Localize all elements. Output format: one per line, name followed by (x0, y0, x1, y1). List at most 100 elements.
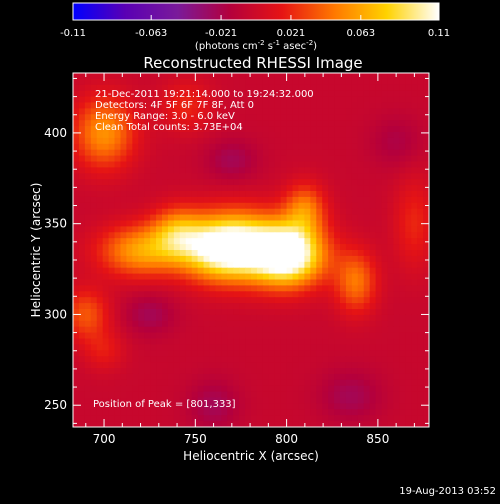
heatmap-cell (138, 179, 145, 186)
heatmap-cell (298, 332, 305, 340)
heatmap-cell (334, 344, 341, 351)
heatmap-cell (334, 96, 341, 104)
heatmap-cell (114, 132, 122, 139)
heatmap-cell (197, 96, 205, 104)
heatmap-cell (268, 161, 276, 168)
heatmap-cell (245, 73, 252, 80)
heatmap-cell (280, 391, 288, 399)
heatmap-cell (126, 291, 133, 298)
heatmap-cell (96, 356, 104, 363)
heatmap-cell (84, 167, 92, 174)
heatmap-cell (185, 78, 193, 86)
heatmap-cell (417, 255, 424, 263)
heatmap-cell (328, 132, 335, 139)
heatmap-cell (375, 379, 383, 387)
heatmap-cell (256, 297, 264, 304)
heatmap-cell (162, 161, 169, 168)
heatmap-cell (90, 167, 98, 174)
heatmap-cell (310, 421, 317, 427)
heatmap-cell (132, 320, 139, 328)
heatmap-cell (286, 261, 294, 269)
heatmap-cell (304, 279, 311, 286)
heatmap-cell (417, 291, 424, 298)
heatmap-cell (405, 373, 412, 381)
heatmap-cell (167, 309, 175, 316)
heatmap-cell (132, 385, 139, 393)
heatmap-cell (274, 137, 282, 145)
heatmap-cell (90, 214, 98, 222)
heatmap-cell (126, 273, 133, 281)
heatmap-cell (340, 350, 347, 357)
heatmap-cell (322, 403, 329, 410)
heatmap-cell (381, 368, 389, 375)
heatmap-cell (363, 73, 371, 80)
heatmap-cell (316, 108, 323, 115)
heatmap-cell (262, 309, 270, 316)
heatmap-cell (274, 415, 282, 422)
heatmap-cell (90, 385, 98, 393)
heatmap-cell (167, 368, 175, 375)
heatmap-cell (73, 261, 80, 269)
heatmap-cell (138, 120, 145, 127)
heatmap-cell (274, 409, 282, 416)
heatmap-cell (381, 350, 389, 357)
heatmap-cell (280, 191, 288, 198)
heatmap-cell (114, 250, 122, 257)
heatmap-cell (298, 161, 305, 168)
heatmap-cell (399, 196, 406, 204)
heatmap-cell (132, 232, 139, 239)
heatmap-cell (405, 155, 412, 163)
heatmap-cell (328, 220, 335, 227)
heatmap-cell (162, 167, 169, 174)
heatmap-cell (245, 244, 252, 251)
heatmap-cell (179, 191, 187, 198)
heatmap-cell (108, 344, 116, 351)
heatmap-cell (256, 314, 264, 322)
heatmap-cell (310, 362, 317, 369)
heatmap-cell (268, 126, 276, 133)
heatmap-cell (239, 350, 246, 357)
heatmap-cell (411, 96, 418, 104)
heatmap-cell (173, 350, 181, 357)
heatmap-cell (292, 196, 300, 204)
heatmap-cell (96, 96, 104, 104)
heatmap-cell (351, 297, 359, 304)
heatmap-cell (150, 102, 157, 109)
heatmap-cell (316, 297, 323, 304)
heatmap-cell (144, 179, 151, 186)
heatmap-cell (126, 261, 133, 269)
heatmap-cell (203, 379, 211, 387)
heatmap-cell (162, 155, 169, 163)
heatmap-cell (387, 409, 394, 416)
heatmap-cell (108, 285, 116, 292)
heatmap-cell (221, 167, 228, 174)
heatmap-cell (96, 120, 104, 127)
heatmap-cell (387, 285, 394, 292)
heatmap-cell (245, 191, 252, 198)
heatmap-cell (381, 185, 389, 192)
heatmap-cell (239, 214, 246, 222)
heatmap-cell (345, 120, 353, 127)
heatmap-cell (363, 362, 371, 369)
heatmap-cell (96, 391, 104, 399)
heatmap-cell (84, 285, 92, 292)
heatmap-cell (144, 120, 151, 127)
heatmap-cell (90, 338, 98, 345)
heatmap-cell (268, 143, 276, 151)
heatmap-cell (233, 196, 240, 204)
heatmap-cell (304, 250, 311, 257)
heatmap-cell (197, 108, 205, 115)
heatmap-cell (150, 155, 157, 163)
heatmap-cell (423, 114, 429, 121)
heatmap-cell (233, 202, 240, 210)
heatmap-cell (417, 143, 424, 151)
heatmap-cell (375, 255, 383, 263)
heatmap-cell (328, 137, 335, 145)
heatmap-cell (423, 362, 429, 369)
heatmap-cell (351, 415, 359, 422)
heatmap-cell (262, 338, 270, 345)
heatmap-cell (280, 314, 288, 322)
heatmap-cell (227, 373, 234, 381)
heatmap-cell (162, 397, 169, 404)
heatmap-cell (357, 102, 365, 109)
